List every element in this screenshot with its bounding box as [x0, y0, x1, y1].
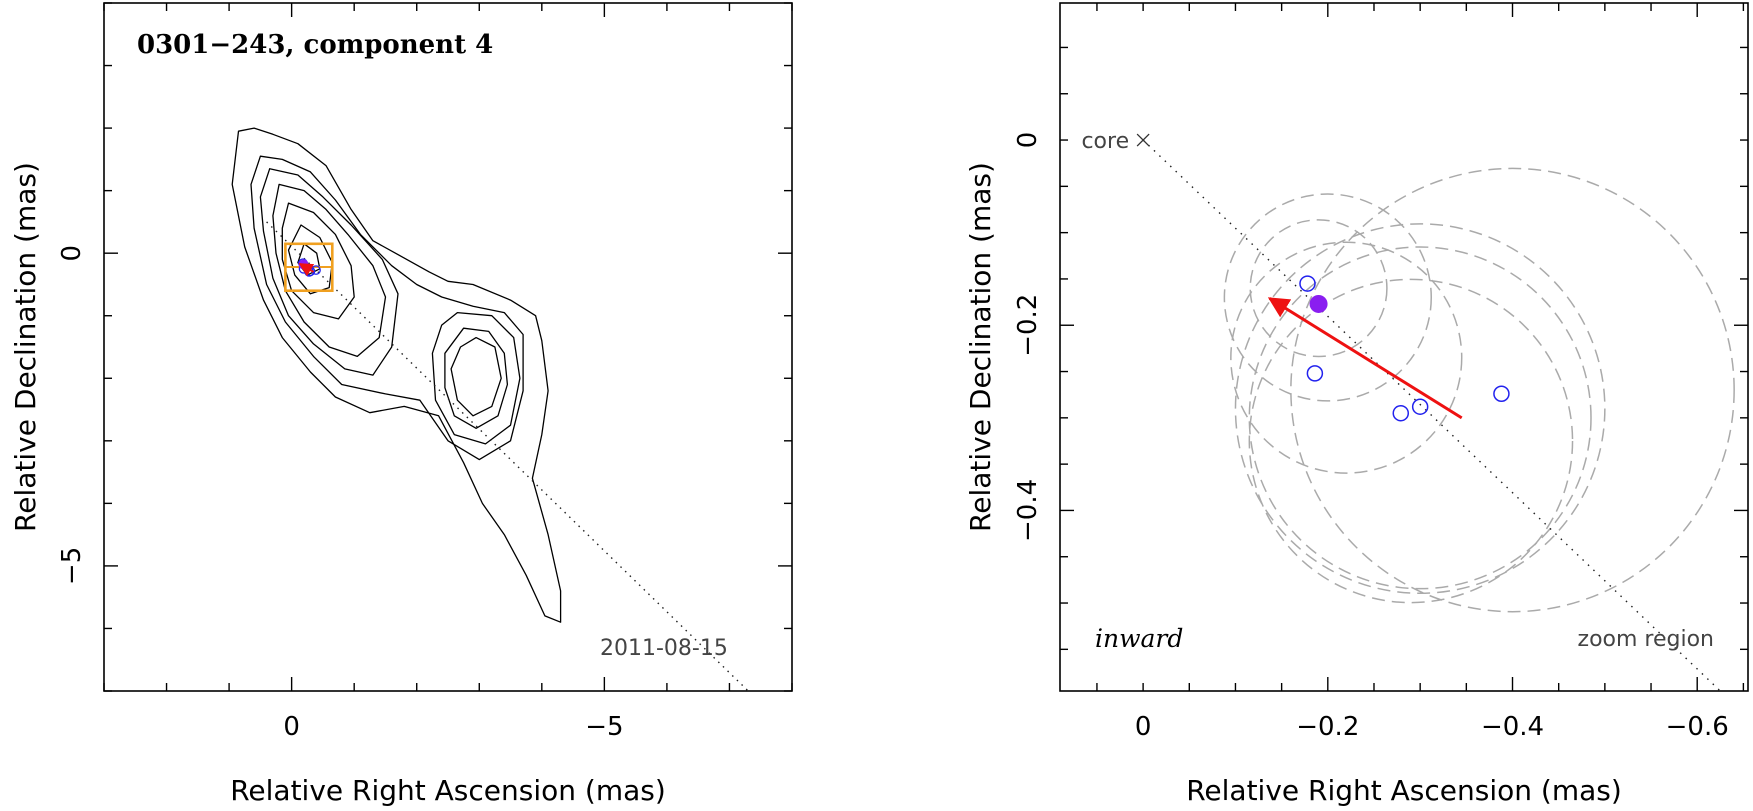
left-panel: 0 −50−5 0301−243, component 4 2011-08-15 …: [9, 2, 793, 807]
error-circle: [1234, 223, 1606, 595]
error-circle: [1223, 193, 1432, 402]
right-ticks: [1060, 3, 1748, 691]
error-circle: [1290, 167, 1735, 613]
right-tick-labels: 0 −0.2 −0.4 −0.6 0 −0.2 −0.4: [1013, 132, 1729, 742]
left-chart-title: 0301−243, component 4: [137, 30, 493, 60]
error-circle: [1249, 219, 1388, 358]
left-x-axis-label: Relative Right Ascension (mas): [230, 774, 666, 807]
core-marker: [1136, 133, 1150, 147]
mean-position: [1309, 294, 1328, 313]
right-x-tick-label: −0.2: [1296, 712, 1359, 742]
contour-line: [450, 336, 502, 417]
right-x-tick-label: −0.6: [1666, 712, 1729, 742]
left-y-tick-label: −5: [57, 547, 87, 585]
right-plot-area: [1136, 133, 1735, 691]
component-position: [1493, 385, 1510, 403]
core-direction-line: [266, 221, 749, 691]
contour-line: [444, 327, 509, 429]
left-overlay: [266, 221, 749, 691]
right-y-tick-label: −0.4: [1013, 479, 1043, 542]
left-plot-frame: [103, 2, 793, 692]
contour-line: [287, 224, 333, 295]
contour-line: [281, 202, 355, 320]
component-position: [1299, 275, 1316, 292]
left-date-label: 2011-08-15: [600, 636, 728, 661]
contour-line: [272, 183, 387, 358]
right-x-tick-label: −0.4: [1481, 712, 1544, 742]
left-x-tick-label: −5: [585, 712, 623, 742]
zoom-region-label: zoom region: [1578, 627, 1714, 652]
component-position: [1392, 404, 1410, 422]
error-circle: [1248, 246, 1592, 590]
error-circle: [1248, 278, 1574, 604]
contour-line: [431, 311, 521, 445]
right-x-tick-label: 0: [1135, 712, 1152, 742]
inward-label: inward: [1095, 624, 1183, 653]
contour-group: [231, 127, 562, 623]
contour-line: [250, 155, 524, 461]
motion-arrow: [1267, 297, 1463, 420]
right-y-tick-label: 0: [1013, 132, 1043, 149]
left-y-axis-label: Relative Declination (mas): [9, 162, 42, 532]
contour-line: [231, 127, 562, 623]
left-tick-labels: 0 −5 0 −5: [57, 245, 624, 742]
left-ticks: [103, 2, 793, 692]
contour-line: [259, 168, 399, 376]
motion-arrow: [298, 262, 315, 277]
error-circle: [1230, 241, 1463, 474]
component-position: [1306, 365, 1324, 382]
left-x-tick-label: 0: [283, 712, 300, 742]
right-y-tick-label: −0.2: [1013, 294, 1043, 357]
left-y-tick-label: 0: [57, 245, 87, 262]
component-position: [1411, 398, 1429, 415]
right-y-axis-label: Relative Declination (mas): [964, 162, 997, 532]
right-x-axis-label: Relative Right Ascension (mas): [1186, 774, 1622, 807]
right-plot-frame: [1059, 2, 1749, 692]
right-panel: 0 −0.2 −0.4 −0.6 0 −0.2 −0.4 core inward zoom …: [964, 2, 1749, 807]
core-label: core: [1081, 129, 1129, 154]
core-direction-line: [1142, 139, 1721, 691]
